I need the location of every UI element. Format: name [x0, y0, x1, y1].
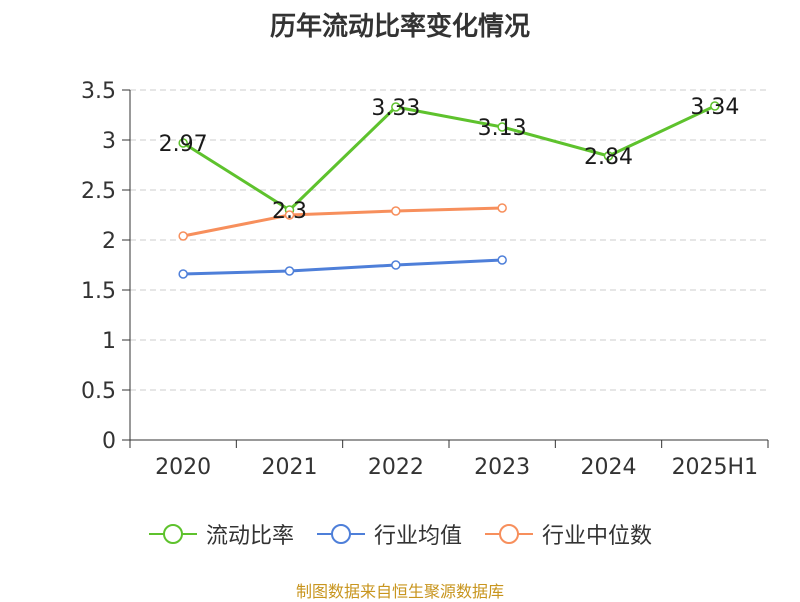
data-point [178, 231, 188, 241]
series-line-2 [182, 206, 503, 238]
y-tick-label: 1.5 [81, 279, 116, 304]
data-point [178, 269, 188, 279]
data-point [497, 203, 507, 213]
chart-title: 历年流动比率变化情况 [269, 12, 530, 42]
data-label: 3.33 [371, 96, 420, 121]
y-tick-label: 1 [102, 329, 116, 354]
x-tick-label: 2024 [581, 455, 637, 480]
data-point [284, 266, 295, 276]
data-point [178, 138, 188, 148]
data-point [284, 210, 295, 220]
series-lines [178, 101, 720, 279]
data-point [497, 122, 507, 132]
axes: 0 0.5 1 1.5 2 2.5 3 3.5 2020 2021 2022 2023 2024 2025… [81, 79, 769, 480]
series-line-0 [182, 104, 716, 212]
legend-item[interactable]: 行业中位数 [484, 518, 652, 550]
y-tick-label: 0 [102, 429, 116, 454]
data-label: 2.97 [159, 132, 208, 157]
data-label: 3.13 [478, 116, 527, 141]
data-point [603, 151, 614, 161]
legend: 流动比率 行业均值 行业中位数 [0, 518, 800, 550]
legend-marker-icon [148, 524, 197, 544]
y-tick-label: 3 [102, 129, 116, 154]
x-tick-label: 2021 [262, 455, 318, 480]
data-label: 2.3 [272, 199, 307, 224]
grid-lines [130, 89, 768, 391]
data-point [391, 102, 401, 112]
data-point [497, 255, 507, 265]
source-note: 制图数据来自恒生聚源数据库 [295, 582, 504, 601]
y-tick-label: 3.5 [81, 79, 116, 104]
x-tick-label: 2020 [155, 455, 211, 480]
legend-label: 流动比率 [205, 524, 294, 549]
x-tick-label: 2022 [368, 455, 424, 480]
data-point [391, 206, 401, 216]
y-tick-label: 0.5 [81, 379, 116, 404]
legend-item[interactable]: 流动比率 [148, 518, 294, 550]
data-point [391, 260, 401, 270]
legend-item[interactable]: 行业均值 [316, 518, 462, 550]
y-tick-label: 2.5 [81, 179, 116, 204]
x-tick-label: 2025H1 [672, 455, 759, 480]
series-line-1 [183, 258, 503, 276]
legend-marker-icon [316, 524, 365, 544]
legend-label: 行业均值 [373, 524, 462, 549]
data-point [710, 101, 720, 111]
y-tick-label: 2 [102, 229, 116, 254]
legend-label: 行业中位数 [542, 524, 653, 549]
x-tick-label: 2023 [474, 455, 530, 480]
legend-marker-icon [485, 524, 533, 544]
data-label: 2.84 [584, 145, 633, 170]
data-label: 3.34 [690, 95, 739, 120]
data-labels: 2.97 2.3 3.33 3.13 2.84 3.34 [159, 95, 740, 224]
